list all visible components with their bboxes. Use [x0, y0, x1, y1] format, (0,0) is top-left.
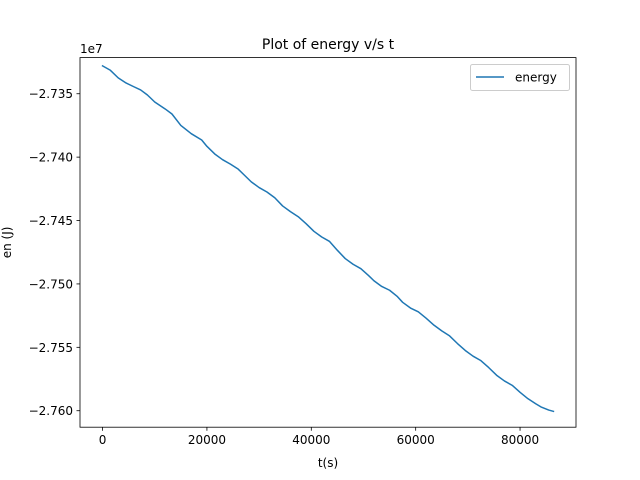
- x-tick-label: 80000: [501, 433, 539, 447]
- y-tick-label: −2.760: [29, 404, 73, 418]
- legend-box: [470, 64, 570, 91]
- series-line-energy: [101, 64, 555, 413]
- x-tick-label: 40000: [292, 433, 330, 447]
- y-tick-label: −2.745: [29, 214, 73, 228]
- y-axis-label: en (J): [0, 227, 14, 259]
- y-tick-label: −2.735: [29, 87, 73, 101]
- x-tick-label: 60000: [397, 433, 435, 447]
- y-tick-label: −2.750: [29, 277, 73, 291]
- legend: energy: [470, 64, 570, 91]
- chart-title: Plot of energy v/s t: [262, 37, 395, 53]
- y-tick-label: −2.740: [29, 151, 73, 165]
- x-axis-label: t(s): [318, 456, 338, 470]
- plot-area: [80, 57, 576, 428]
- x-axis-ticks: 0 20000 40000 60000 80000: [99, 427, 539, 447]
- legend-label-energy: energy: [515, 71, 557, 85]
- plot-frame: [79, 57, 577, 428]
- y-tick-label: −2.755: [29, 341, 73, 355]
- x-tick-label: 20000: [188, 433, 226, 447]
- y-offset-label: 1e7: [80, 42, 103, 56]
- y-axis-ticks: −2.760 −2.755 −2.750 −2.745 −2.740 −2.735: [29, 87, 80, 418]
- x-tick-label: 0: [99, 433, 107, 447]
- series-layer: [101, 64, 555, 413]
